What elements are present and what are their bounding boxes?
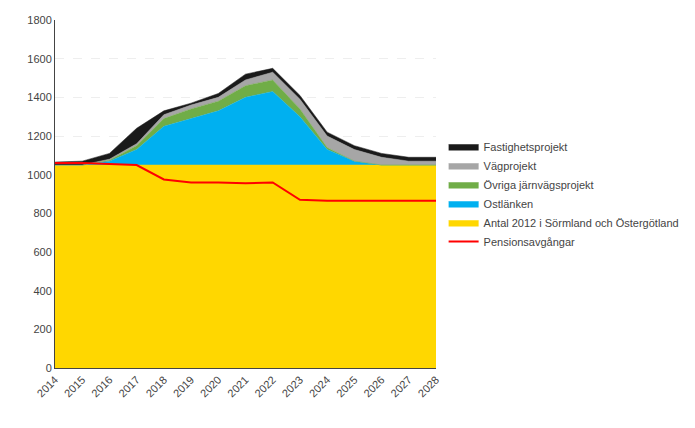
svg-text:2018: 2018 bbox=[143, 374, 169, 400]
svg-text:400: 400 bbox=[33, 285, 51, 297]
svg-text:2017: 2017 bbox=[116, 374, 142, 400]
svg-text:Pensionsavgångar: Pensionsavgångar bbox=[484, 236, 575, 248]
svg-text:2016: 2016 bbox=[89, 374, 115, 400]
svg-text:800: 800 bbox=[33, 207, 51, 219]
svg-text:1200: 1200 bbox=[27, 130, 51, 142]
svg-text:2024: 2024 bbox=[307, 374, 333, 400]
svg-text:Fastighetsprojekt: Fastighetsprojekt bbox=[484, 141, 568, 153]
svg-text:2022: 2022 bbox=[252, 374, 278, 400]
svg-text:Vägprojekt: Vägprojekt bbox=[484, 160, 537, 172]
svg-text:200: 200 bbox=[33, 323, 51, 335]
svg-text:1800: 1800 bbox=[27, 14, 51, 26]
svg-text:1400: 1400 bbox=[27, 91, 51, 103]
svg-text:2023: 2023 bbox=[279, 374, 305, 400]
svg-text:1600: 1600 bbox=[27, 53, 51, 65]
svg-text:2014: 2014 bbox=[35, 374, 61, 400]
svg-text:2026: 2026 bbox=[361, 374, 387, 400]
svg-text:2027: 2027 bbox=[388, 374, 414, 400]
svg-text:600: 600 bbox=[33, 246, 51, 258]
svg-text:2025: 2025 bbox=[334, 374, 360, 400]
svg-text:1000: 1000 bbox=[27, 169, 51, 181]
svg-text:2020: 2020 bbox=[198, 374, 224, 400]
svg-text:2019: 2019 bbox=[171, 374, 197, 400]
svg-text:2028: 2028 bbox=[416, 374, 442, 400]
svg-text:2021: 2021 bbox=[225, 374, 251, 400]
svg-text:0: 0 bbox=[46, 362, 52, 374]
svg-text:Övriga järnvägsprojekt: Övriga järnvägsprojekt bbox=[484, 179, 594, 191]
svg-text:Antal 2012 i Sörmland och Öste: Antal 2012 i Sörmland och Östergötland bbox=[484, 217, 679, 229]
svg-text:2015: 2015 bbox=[62, 374, 88, 400]
svg-text:Ostlänken: Ostlänken bbox=[484, 198, 534, 210]
